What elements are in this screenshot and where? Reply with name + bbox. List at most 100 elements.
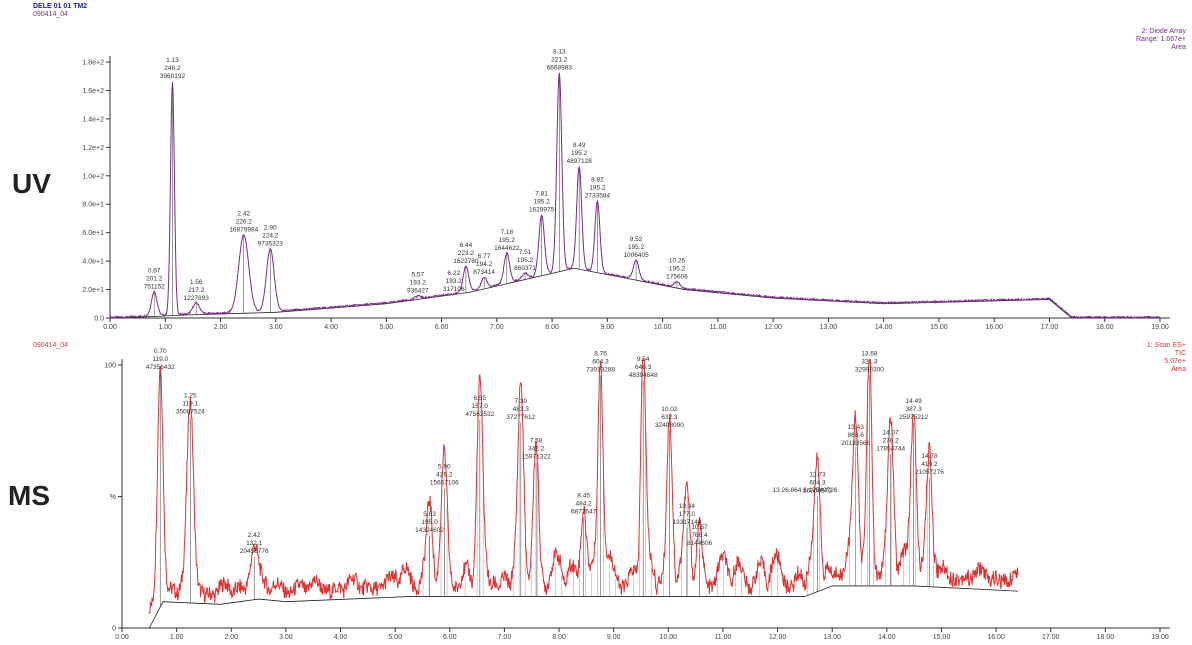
y-tick-label: 6.0e+1 <box>82 230 104 237</box>
x-tick-label: 12.00 <box>769 634 787 641</box>
peak-label: 426.2 <box>436 472 453 479</box>
peak-label: 1622780 <box>453 258 479 265</box>
peak-label: 194.2 <box>476 261 493 268</box>
integration-baseline <box>148 585 1018 629</box>
x-tick-label: 6.00 <box>443 634 457 641</box>
peak-label: 4897128 <box>567 158 593 165</box>
peak-label: 195.2 <box>628 244 645 251</box>
peak-label: 119.1 <box>182 401 198 408</box>
peak-label: 6.44 <box>460 242 473 249</box>
peak-label: 14324602 <box>415 527 444 534</box>
y-tick-label: 2.0e+1 <box>82 287 104 294</box>
uv-sample-id: 090414_04 <box>33 11 69 18</box>
y-tick-label: 100 <box>104 363 116 370</box>
peak-label: 15657106 <box>430 480 459 487</box>
uv-area: Area <box>1171 44 1186 51</box>
peak-label: 17854744 <box>876 445 905 452</box>
peak-label: 2.42 <box>237 211 250 218</box>
y-tick-label: 1.6e+2 <box>82 88 104 95</box>
peak-label: 1629975 <box>529 207 555 214</box>
x-tick-label: 3.00 <box>269 324 283 331</box>
peak-label: 193.2 <box>410 280 427 287</box>
peak-label: 8.13 <box>553 48 566 55</box>
x-tick-label: 9.00 <box>607 634 621 641</box>
peak-label: 15971322 <box>522 453 551 460</box>
peak-label: 3960192 <box>160 73 186 80</box>
peak-label: 936427 <box>407 288 429 295</box>
peak-label: 5.90 <box>438 464 451 471</box>
x-tick-label: 15.00 <box>930 324 948 331</box>
ms-label: MS <box>8 480 50 511</box>
peak-label: 246.2 <box>164 65 181 72</box>
peak-label: 9.52 <box>630 236 643 243</box>
peak-label: 484.2 <box>575 501 592 508</box>
peak-label: 7.51 <box>519 249 532 256</box>
y-tick-label: 1.2e+2 <box>82 145 104 152</box>
peak-label: 604.3 <box>809 480 826 487</box>
peak-label: 7.30 <box>514 398 527 405</box>
x-tick-label: 13.00 <box>823 634 841 641</box>
x-tick-label: 18.00 <box>1096 324 1114 331</box>
x-tick-label: 15.00 <box>933 634 951 641</box>
peak-label: 16879984 <box>229 227 258 234</box>
peak-label: 21057276 <box>915 469 944 476</box>
peak-label: 1644622 <box>494 245 520 252</box>
peak-label: 157.0 <box>472 403 489 410</box>
y-tick-label: 1.8e+2 <box>82 60 104 67</box>
peak-label: 14.78 <box>921 453 938 460</box>
peak-label: 387.3 <box>905 406 922 413</box>
y-tick-label: 1.0e+2 <box>82 173 104 180</box>
peak-label: 10.02 <box>661 406 678 413</box>
integration-baseline <box>110 267 1160 319</box>
peak-label: 419.2 <box>921 461 938 468</box>
x-tick-label: 7.00 <box>498 634 512 641</box>
peak-label: 32998300 <box>855 367 884 374</box>
peak-label: 483.3 <box>513 406 530 413</box>
uv-chromatogram: 0.0 2.0e+1 4.0e+1 6.0e+1 8.0e+1 1.0e+2 1.2e+2 1… <box>82 48 1170 331</box>
x-tick-label: 5.00 <box>388 634 402 641</box>
peak-label: 8.82 <box>591 176 604 183</box>
ms-range: 5.07e+ <box>1164 358 1186 365</box>
peak-label: 321.3 <box>861 359 878 366</box>
peak-label: 132.1 <box>246 540 263 547</box>
uv-range: Range: 1.667e+ <box>1135 36 1186 43</box>
x-tick-label: 2.00 <box>224 634 238 641</box>
peak-label: 1006405 <box>623 252 649 259</box>
peak-label: 14.07 <box>883 429 900 436</box>
peak-label: 195.2 <box>669 265 686 272</box>
peak-label: 10.34 <box>679 503 696 510</box>
peak-label: 13.68 <box>861 351 878 358</box>
x-tick-label: 19.00 <box>1151 324 1169 331</box>
x-tick-label: 8.00 <box>552 634 566 641</box>
y-tick-label: % <box>110 494 116 501</box>
peak-label: 201.2 <box>146 275 163 282</box>
uv-label: UV <box>12 168 51 199</box>
peak-label: 8.49 <box>573 142 586 149</box>
peak-label: 25975212 <box>899 414 928 421</box>
x-tick-label: 7.00 <box>490 324 504 331</box>
x-tick-label: 14.00 <box>878 634 896 641</box>
peak-label: 7.18 <box>500 229 513 236</box>
peak-label: 7.81 <box>535 191 548 198</box>
peak-label: 195.2 <box>499 237 516 244</box>
peak-label: 2733584 <box>585 192 611 199</box>
peak-label: 195.2 <box>533 199 550 206</box>
ms-tic: TIC <box>1174 350 1186 357</box>
peak-label: 9.54 <box>637 356 650 363</box>
x-tick-label: 17.00 <box>1041 324 1059 331</box>
peak-label: 224.2 <box>262 233 279 240</box>
x-tick-label: 8.00 <box>545 324 559 331</box>
peak-label: 873414 <box>473 269 495 276</box>
x-tick-label: 1.00 <box>170 634 184 641</box>
x-tick-label: 10.00 <box>654 324 672 331</box>
x-tick-label: 0.00 <box>103 324 117 331</box>
peak-label: 860371 <box>514 265 536 272</box>
peak-label: 217.2 <box>188 287 205 294</box>
x-tick-label: 11.00 <box>709 324 726 331</box>
peak-label: 193.2 <box>446 278 463 285</box>
ms-chromatogram: 0% 100 0.00 1.00 2.00 3.00 4.00 5.00 6.00 7.00 8.0… <box>104 348 1170 641</box>
peak-label: 1.56 <box>190 279 203 286</box>
peak-label: 2.42 <box>248 532 261 539</box>
peak-label: 5.57 <box>411 272 424 279</box>
